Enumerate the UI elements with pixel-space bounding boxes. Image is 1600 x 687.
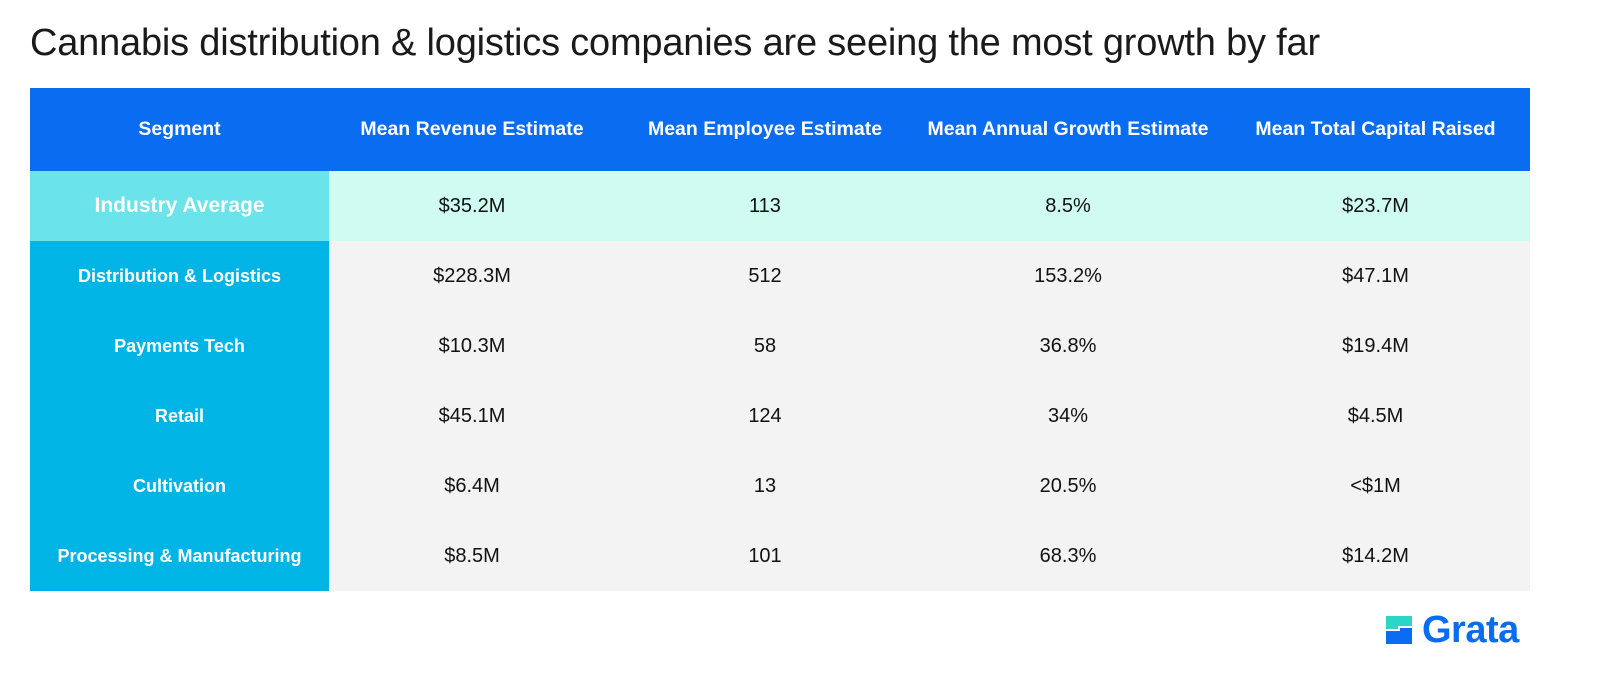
capital-value: $47.1M	[1342, 264, 1409, 287]
table-row: Distribution & Logistics $228.3M 512 153…	[30, 241, 1530, 311]
table-row: Cultivation $6.4M 13 20.5% <$1M	[30, 451, 1530, 521]
revenue-value: $10.3M	[438, 334, 506, 357]
revenue-value: $8.5M	[444, 544, 500, 567]
growth-value: 20.5%	[1039, 474, 1097, 497]
employee-value: 58	[753, 334, 777, 357]
table-header-row: Segment Mean Revenue Estimate Mean Emplo…	[30, 88, 1530, 171]
grata-logo: Grata	[1384, 608, 1519, 651]
grata-logo-icon	[1386, 616, 1412, 644]
chart-title: Cannabis distribution & logistics compan…	[30, 22, 1320, 64]
segment-label: Cultivation	[30, 451, 329, 521]
growth-value: 34%	[1047, 404, 1089, 427]
capital-value: $23.7M	[1342, 194, 1409, 217]
column-header-growth: Mean Annual Growth Estimate	[927, 118, 1209, 140]
growth-value: 8.5%	[1045, 194, 1091, 217]
employee-value: 512	[748, 264, 782, 287]
employee-value: 13	[753, 474, 777, 497]
segment-label: Retail	[30, 381, 329, 451]
table-row: Retail $45.1M 124 34% $4.5M	[30, 381, 1530, 451]
growth-value: 68.3%	[1039, 544, 1097, 567]
revenue-value: $45.1M	[438, 404, 506, 427]
table-row: Processing & Manufacturing $8.5M 101 68.…	[30, 521, 1530, 591]
revenue-value: $6.4M	[444, 474, 500, 497]
table-row-industry-average: Industry Average $35.2M 113 8.5% $23.7M	[30, 171, 1530, 241]
table-row: Payments Tech $10.3M 58 36.8% $19.4M	[30, 311, 1530, 381]
column-header-segment: Segment	[138, 118, 221, 140]
employee-value: 101	[748, 544, 782, 567]
column-header-revenue: Mean Revenue Estimate	[360, 118, 584, 140]
column-header-employees: Mean Employee Estimate	[647, 118, 883, 140]
segment-label: Payments Tech	[30, 311, 329, 381]
segment-label: Industry Average	[30, 171, 329, 241]
revenue-value: $228.3M	[433, 264, 511, 287]
capital-value: $4.5M	[1347, 404, 1404, 427]
data-table: Segment Mean Revenue Estimate Mean Emplo…	[30, 88, 1530, 591]
segment-label: Distribution & Logistics	[30, 241, 329, 311]
capital-value: $14.2M	[1342, 544, 1409, 567]
revenue-value: $35.2M	[438, 194, 506, 217]
capital-value: $19.4M	[1342, 334, 1409, 357]
growth-value: 153.2%	[1034, 264, 1102, 287]
employee-value: 113	[749, 194, 781, 217]
employee-value: 124	[748, 404, 782, 427]
column-header-capital: Mean Total Capital Raised	[1255, 118, 1496, 140]
growth-value: 36.8%	[1039, 334, 1097, 357]
segment-label: Processing & Manufacturing	[30, 521, 329, 591]
grata-logo-text: Grata	[1422, 608, 1519, 651]
capital-value: <$1M	[1350, 474, 1401, 497]
